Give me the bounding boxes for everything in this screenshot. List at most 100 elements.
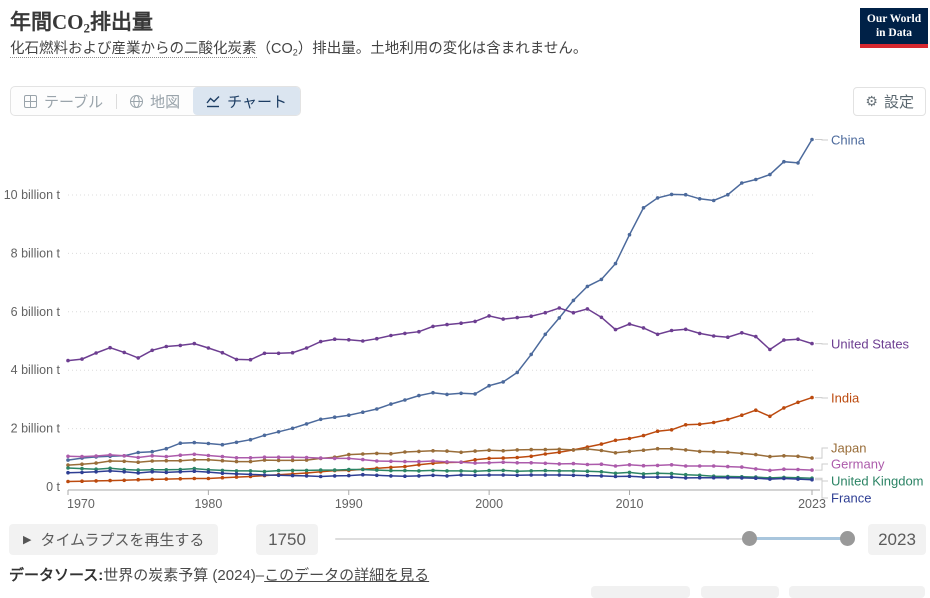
series-line-china[interactable] [68,140,812,461]
data-point[interactable] [558,469,562,473]
data-point[interactable] [179,453,183,457]
data-point[interactable] [80,471,84,475]
data-point[interactable] [277,459,281,463]
data-point[interactable] [670,329,674,333]
data-point[interactable] [291,472,295,476]
data-point[interactable] [670,447,674,451]
data-point[interactable] [207,346,211,350]
data-point[interactable] [136,451,140,455]
data-point[interactable] [333,469,337,473]
data-point[interactable] [768,415,772,419]
data-point[interactable] [221,469,225,473]
data-point[interactable] [684,328,688,332]
data-point[interactable] [768,469,772,473]
data-point[interactable] [754,476,758,480]
data-point[interactable] [586,474,590,478]
data-point[interactable] [810,478,814,482]
series-line-united-states[interactable] [68,308,812,361]
data-point[interactable] [740,475,744,479]
series-united-states[interactable]: United States [66,306,909,362]
data-point[interactable] [684,473,688,477]
data-point[interactable] [600,474,604,478]
data-point[interactable] [333,457,337,461]
data-point[interactable] [642,326,646,330]
data-point[interactable] [586,463,590,467]
data-point[interactable] [445,469,449,473]
data-point[interactable] [614,262,618,266]
data-point[interactable] [572,474,576,478]
series-line-india[interactable] [68,398,812,482]
data-point[interactable] [445,323,449,327]
data-point[interactable] [221,455,225,459]
data-point[interactable] [207,477,211,481]
data-point[interactable] [782,406,786,410]
data-point[interactable] [375,467,379,471]
data-point[interactable] [782,454,786,458]
data-point[interactable] [389,460,393,464]
data-point[interactable] [628,471,632,475]
footer-button-cutoff[interactable] [789,586,925,598]
data-point[interactable] [66,480,70,484]
data-point[interactable] [459,473,463,477]
data-point[interactable] [572,448,576,452]
data-point[interactable] [459,469,463,473]
data-point[interactable] [698,197,702,201]
data-point[interactable] [473,474,477,478]
data-point[interactable] [670,193,674,197]
data-point[interactable] [193,458,197,462]
data-point[interactable] [66,471,70,475]
data-point[interactable] [403,469,407,473]
data-point[interactable] [150,454,154,458]
data-point[interactable] [361,339,365,343]
data-point[interactable] [459,460,463,464]
data-point[interactable] [305,346,309,350]
data-point[interactable] [600,449,604,453]
data-point[interactable] [459,451,463,455]
data-point[interactable] [108,459,112,463]
data-point[interactable] [698,450,702,454]
data-point[interactable] [740,465,744,469]
data-point[interactable] [473,449,477,453]
data-point[interactable] [656,196,660,200]
data-point[interactable] [80,456,84,460]
data-point[interactable] [403,465,407,469]
data-point[interactable] [558,448,562,452]
data-point[interactable] [726,418,730,422]
data-point[interactable] [712,450,716,454]
data-point[interactable] [361,410,365,414]
data-point[interactable] [810,396,814,400]
data-point[interactable] [263,455,267,459]
data-point[interactable] [333,415,337,419]
data-point[interactable] [319,475,323,479]
data-point[interactable] [684,423,688,427]
data-point[interactable] [614,472,618,476]
data-point[interactable] [277,455,281,459]
data-point[interactable] [558,473,562,477]
data-point[interactable] [642,206,646,210]
data-point[interactable] [628,233,632,237]
timeline-start-year[interactable]: 1750 [256,524,318,555]
data-point[interactable] [235,469,239,473]
data-point[interactable] [122,470,126,474]
data-point[interactable] [375,452,379,456]
data-point[interactable] [515,316,519,320]
data-point[interactable] [94,470,98,474]
data-point[interactable] [66,455,70,459]
timeline-start-handle[interactable] [742,531,757,546]
data-point[interactable] [586,447,590,451]
data-point[interactable] [754,453,758,457]
data-point[interactable] [642,434,646,438]
data-point[interactable] [445,460,449,464]
data-point[interactable] [263,470,267,474]
data-point[interactable] [600,316,604,320]
data-point[interactable] [235,441,239,445]
data-point[interactable] [515,469,519,473]
data-point[interactable] [207,458,211,462]
data-point[interactable] [165,459,169,463]
data-point[interactable] [656,464,660,468]
data-point[interactable] [347,468,351,472]
data-point[interactable] [796,337,800,341]
data-point[interactable] [66,458,70,462]
data-point[interactable] [529,473,533,477]
data-point[interactable] [628,463,632,467]
